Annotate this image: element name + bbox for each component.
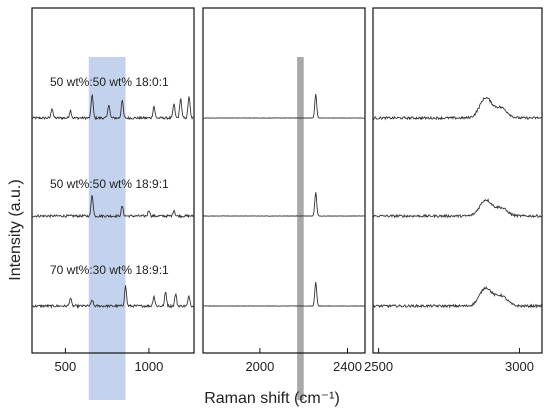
- panel-1-spectrum-2: [31, 195, 195, 219]
- spectra: [31, 93, 543, 309]
- series-label-1: 50 wt%:50 wt% 18:0:1: [50, 75, 169, 89]
- panel-3-spectrum-2: [372, 198, 543, 219]
- panel-1-frame: [31, 7, 195, 354]
- panel-2-highlight-band: [297, 57, 304, 400]
- panel-1-spectrum-3: [31, 285, 195, 309]
- panel-1-highlight-band: [88, 57, 126, 400]
- panel-2-tick-label-2400: 2400: [333, 359, 362, 374]
- x-axis-label: Raman shift (cm⁻¹): [204, 390, 340, 407]
- panel-3-tick-label-2500: 2500: [364, 359, 393, 374]
- panel-1-spectrum-1: [31, 93, 195, 121]
- panel-2-spectrum-1: [203, 94, 366, 119]
- panel-3-frame: [372, 7, 543, 354]
- panel-1-tick-label-1000: 1000: [134, 359, 163, 374]
- panel-3-tick-label-3000: 3000: [505, 359, 534, 374]
- panel-1-tick-label-500: 500: [55, 359, 77, 374]
- panel-frames: [31, 7, 543, 354]
- panel-3-spectrum-3: [372, 285, 543, 309]
- y-axis-label: Intensity (a.u.): [7, 179, 24, 280]
- panel-2-frame: [202, 7, 366, 354]
- axis-ticks: 500 1000 2000 2400 2500 3000: [55, 348, 534, 374]
- panel-2-tick-label-2000: 2000: [245, 359, 274, 374]
- spectrum-labels: 50 wt%:50 wt% 18:0:1 50 wt%:50 wt% 18:9:1…: [50, 75, 169, 277]
- series-label-2: 50 wt%:50 wt% 18:9:1: [50, 177, 169, 191]
- panel-3-spectrum-1: [372, 96, 543, 121]
- panel-2-spectrum-3: [202, 281, 366, 307]
- series-label-3: 70 wt%:30 wt% 18:9:1: [50, 263, 169, 277]
- panel-2-spectrum-2: [202, 192, 366, 217]
